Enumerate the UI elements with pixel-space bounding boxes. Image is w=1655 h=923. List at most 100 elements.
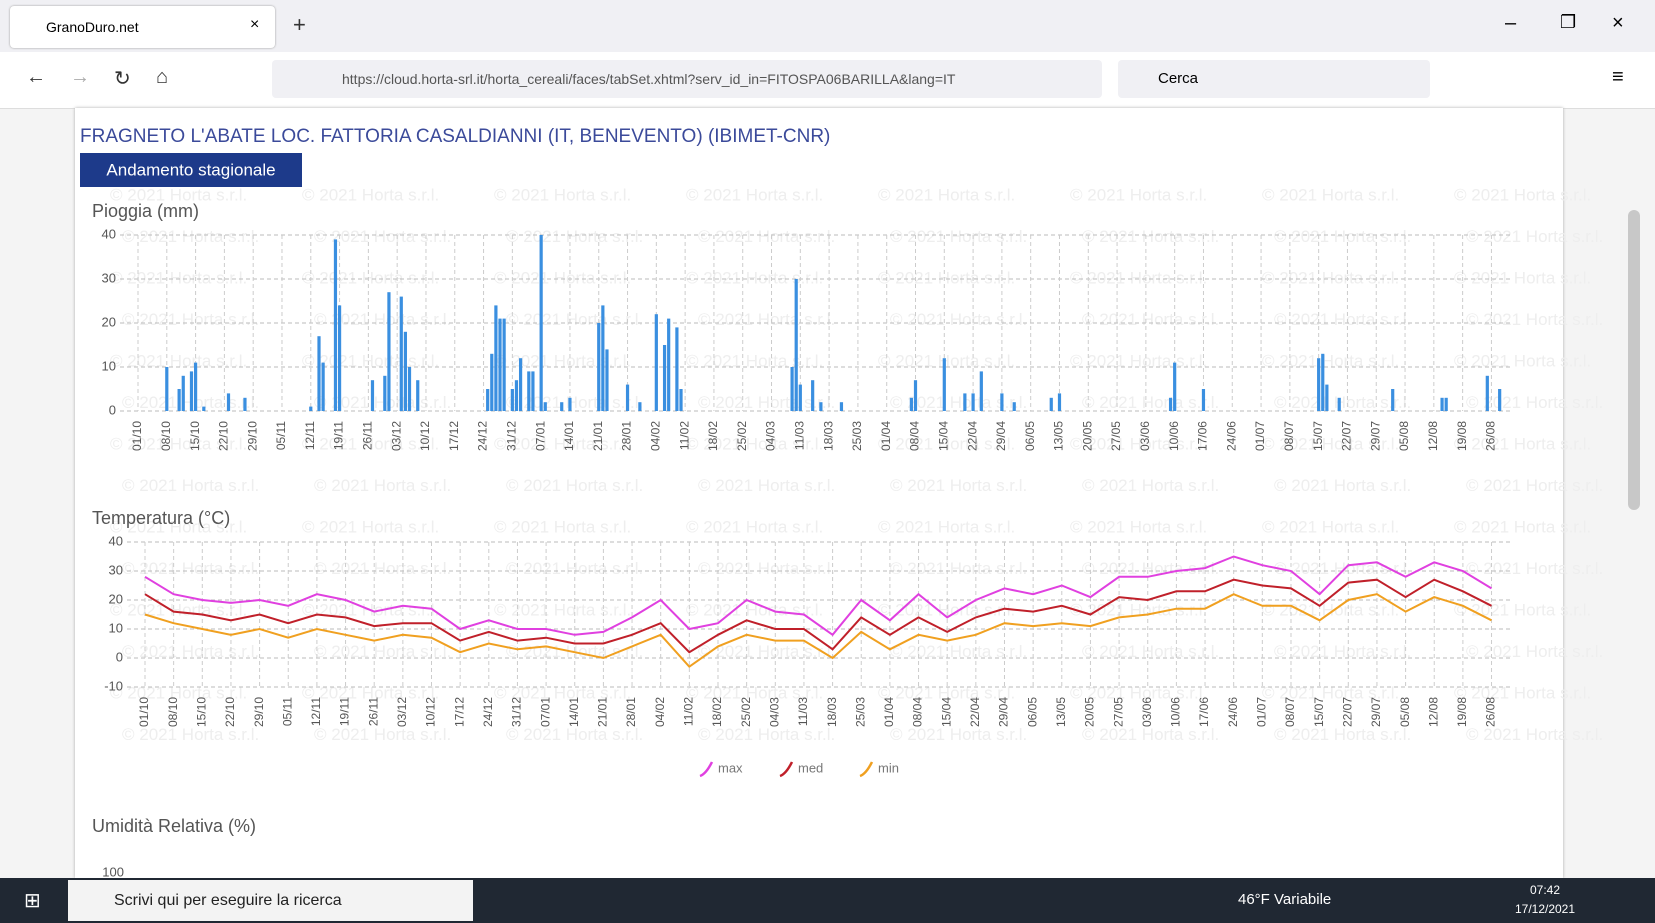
watermark: © 2021 Horta s.r.l. — [122, 310, 259, 329]
x-tick-label: 21/01 — [596, 697, 610, 727]
page-title: FRAGNETO L'ABATE LOC. FATTORIA CASALDIAN… — [80, 126, 830, 147]
forward[interactable]: → — [70, 66, 90, 89]
legend-icon — [780, 762, 792, 776]
bar — [490, 354, 493, 411]
time[interactable]: 07:42 — [1510, 883, 1580, 897]
y-tick-label: 10 — [102, 358, 116, 373]
x-tick-label: 10/12 — [424, 697, 438, 727]
x-tick-label: 04/02 — [653, 697, 667, 727]
watermark: © 2021 Horta s.r.l. — [1070, 268, 1207, 287]
watermark: © 2021 Horta s.r.l. — [686, 268, 823, 287]
watermark: © 2021 Horta s.r.l. — [302, 185, 439, 204]
minimize[interactable]: – — [1505, 12, 1516, 35]
x-tick-label: 19/08 — [1455, 697, 1469, 727]
watermark: © 2021 Horta s.r.l. — [1082, 227, 1219, 246]
x-tick-label: 24/06 — [1224, 421, 1238, 451]
menu[interactable]: ≡ — [1612, 66, 1624, 89]
bar — [202, 407, 205, 411]
bar — [317, 336, 320, 411]
close-tab[interactable]: × — [250, 16, 259, 34]
taskbar: ⊞ Scrivi qui per eseguire la ricerca 46°… — [0, 878, 1655, 923]
watermark: © 2021 Horta s.r.l. — [1274, 227, 1411, 246]
x-tick-label: 26/11 — [366, 697, 380, 726]
x-tick-label: 04/03 — [767, 697, 781, 727]
watermark: © 2021 Horta s.r.l. — [1070, 351, 1207, 370]
button-label[interactable]: Andamento stagionale — [106, 160, 275, 179]
bar — [943, 358, 946, 411]
bar — [511, 389, 514, 411]
bar — [679, 389, 682, 411]
x-tick-label: 17/12 — [452, 697, 466, 727]
x-tick-label: 28/01 — [624, 697, 638, 727]
weather[interactable]: 46°F Variabile — [1238, 891, 1331, 908]
x-tick-label: 08/07 — [1283, 697, 1297, 727]
watermark: © 2021 Horta s.r.l. — [1082, 393, 1219, 412]
watermark: © 2021 Horta s.r.l. — [1466, 310, 1603, 329]
legend-label: min — [878, 760, 899, 775]
x-tick-label: 22/04 — [968, 697, 982, 727]
y-tick-label: -10 — [104, 678, 123, 693]
chart-title: Temperatura (°C) — [92, 508, 230, 528]
taskbar-search[interactable]: Scrivi qui per eseguire la ricerca — [68, 880, 473, 921]
charts: FRAGNETO L'ABATE LOC. FATTORIA CASALDIAN… — [0, 108, 1655, 878]
x-tick-label: 26/08 — [1484, 697, 1498, 727]
x-tick-label: 12/08 — [1426, 697, 1440, 727]
watermark: © 2021 Horta s.r.l. — [890, 476, 1027, 495]
x-tick-label: 25/02 — [735, 421, 749, 451]
x-tick-label: 24/12 — [476, 421, 490, 451]
x-tick-label: 29/10 — [252, 697, 266, 727]
x-tick-label: 19/11 — [332, 421, 346, 450]
bar — [667, 319, 670, 411]
close-window[interactable]: × — [1612, 12, 1624, 35]
bar — [338, 305, 341, 411]
watermark: © 2021 Horta s.r.l. — [1454, 434, 1591, 453]
x-tick-label: 03/06 — [1140, 697, 1154, 727]
x-tick-label: 07/01 — [533, 421, 547, 451]
search-box[interactable]: Cerca — [1118, 60, 1430, 98]
x-tick-label: 25/02 — [739, 697, 753, 727]
new-tab[interactable]: + — [293, 12, 306, 38]
watermark: © 2021 Horta s.r.l. — [1082, 476, 1219, 495]
watermark: © 2021 Horta s.r.l. — [1454, 185, 1591, 204]
bar — [601, 305, 604, 411]
bar — [914, 380, 917, 411]
bar — [227, 393, 230, 411]
back[interactable]: ← — [26, 66, 46, 89]
watermark: © 2021 Horta s.r.l. — [314, 559, 451, 578]
bar — [194, 363, 197, 411]
bar — [243, 398, 246, 411]
bar — [334, 239, 337, 411]
x-tick-label: 17/06 — [1197, 697, 1211, 727]
browser-tab[interactable]: GranoDuro.net — [10, 6, 275, 48]
x-tick-label: 01/04 — [879, 421, 893, 451]
start-button[interactable]: ⊞ — [24, 888, 41, 913]
bar — [597, 323, 600, 411]
y-tick-label: 40 — [102, 226, 116, 241]
bar — [1173, 363, 1176, 411]
bar — [1486, 376, 1489, 411]
x-tick-label: 25/03 — [853, 697, 867, 727]
bar — [1391, 389, 1394, 411]
restore[interactable]: ❐ — [1560, 12, 1576, 33]
x-tick-label: 24/06 — [1226, 697, 1240, 727]
bar — [371, 380, 374, 411]
x-tick-label: 15/07 — [1311, 421, 1325, 451]
watermark: © 2021 Horta s.r.l. — [686, 351, 823, 370]
watermark: © 2021 Horta s.r.l. — [878, 185, 1015, 204]
bar — [1000, 393, 1003, 411]
home[interactable]: ⌂ — [156, 66, 168, 89]
x-tick-label: 05/08 — [1397, 421, 1411, 451]
url-bar[interactable]: https://cloud.horta-srl.it/horta_cereali… — [272, 60, 1102, 98]
reload[interactable]: ↻ — [114, 66, 131, 91]
bar — [486, 389, 489, 411]
bar — [675, 327, 678, 411]
bar — [1058, 393, 1061, 411]
bar — [515, 380, 518, 411]
bar — [971, 393, 974, 411]
legend-icon — [700, 762, 712, 776]
x-tick-label: 31/12 — [510, 697, 524, 727]
date[interactable]: 17/12/2021 — [1510, 902, 1580, 916]
watermark: © 2021 Horta s.r.l. — [890, 310, 1027, 329]
bar — [811, 380, 814, 411]
watermark: © 2021 Horta s.r.l. — [506, 310, 643, 329]
